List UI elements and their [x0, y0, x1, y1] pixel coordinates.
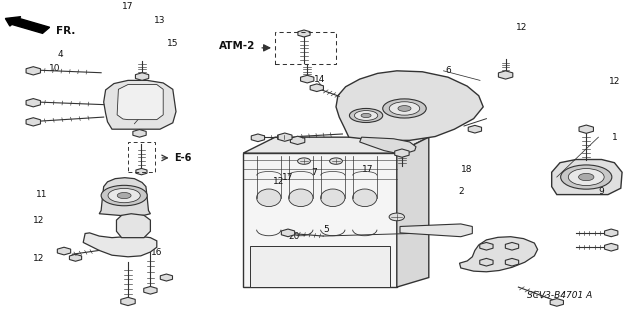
Polygon shape — [121, 297, 135, 306]
Polygon shape — [506, 242, 518, 250]
Text: 5: 5 — [324, 225, 329, 234]
Polygon shape — [116, 214, 150, 238]
Bar — [250, 246, 390, 287]
Text: 12: 12 — [609, 77, 620, 86]
Ellipse shape — [561, 165, 612, 189]
Text: 13: 13 — [154, 16, 166, 25]
Text: 17: 17 — [362, 165, 374, 174]
Text: 11: 11 — [36, 190, 47, 199]
Ellipse shape — [321, 189, 345, 207]
Polygon shape — [605, 243, 618, 251]
Text: 7: 7 — [311, 168, 316, 177]
Polygon shape — [136, 168, 147, 175]
Polygon shape — [252, 134, 264, 142]
Text: 16: 16 — [151, 248, 163, 256]
Polygon shape — [26, 99, 40, 107]
Text: 17: 17 — [282, 173, 294, 182]
Bar — [275, 32, 336, 64]
Polygon shape — [278, 133, 292, 141]
Polygon shape — [400, 224, 472, 237]
Text: 19: 19 — [516, 248, 527, 256]
Bar — [128, 142, 155, 172]
Polygon shape — [480, 242, 493, 250]
Polygon shape — [26, 67, 40, 75]
Ellipse shape — [568, 168, 604, 186]
Ellipse shape — [353, 189, 377, 207]
Ellipse shape — [349, 108, 383, 122]
Polygon shape — [397, 137, 429, 287]
Polygon shape — [298, 30, 310, 37]
Text: 8: 8 — [125, 193, 131, 202]
Ellipse shape — [289, 189, 313, 207]
Text: 12: 12 — [33, 216, 44, 225]
Text: 1: 1 — [612, 133, 617, 142]
Polygon shape — [310, 84, 323, 92]
Text: FR.: FR. — [56, 26, 76, 36]
Ellipse shape — [389, 102, 420, 115]
Text: 6: 6 — [445, 66, 451, 75]
Polygon shape — [160, 274, 173, 281]
Polygon shape — [301, 75, 314, 83]
Ellipse shape — [101, 185, 147, 206]
Polygon shape — [291, 136, 305, 145]
Polygon shape — [579, 125, 593, 133]
Polygon shape — [243, 137, 429, 153]
Text: 18: 18 — [461, 165, 473, 174]
Text: 17: 17 — [122, 2, 134, 11]
Ellipse shape — [108, 189, 140, 203]
Polygon shape — [26, 118, 40, 126]
Text: 4: 4 — [58, 50, 63, 59]
Polygon shape — [69, 254, 82, 261]
Polygon shape — [133, 130, 146, 137]
Polygon shape — [460, 237, 538, 272]
Ellipse shape — [398, 106, 411, 111]
Ellipse shape — [361, 113, 371, 118]
Text: 3: 3 — [145, 110, 150, 119]
Text: SCV3-B4701 A: SCV3-B4701 A — [527, 291, 593, 300]
Polygon shape — [480, 258, 493, 266]
Polygon shape — [117, 85, 163, 120]
Text: 10: 10 — [49, 64, 60, 73]
Text: ATM-2: ATM-2 — [219, 41, 255, 51]
Text: 12: 12 — [273, 177, 284, 186]
Circle shape — [298, 158, 310, 164]
FancyArrow shape — [5, 17, 50, 33]
Text: E-6: E-6 — [174, 153, 191, 163]
Polygon shape — [136, 73, 148, 80]
Polygon shape — [282, 229, 294, 237]
Polygon shape — [336, 71, 483, 140]
Polygon shape — [104, 80, 176, 129]
Polygon shape — [605, 229, 618, 237]
Ellipse shape — [257, 189, 281, 207]
Text: 14: 14 — [314, 75, 326, 84]
Polygon shape — [99, 178, 150, 216]
Polygon shape — [552, 160, 622, 195]
Text: 2: 2 — [458, 187, 463, 196]
Polygon shape — [243, 153, 397, 287]
Text: 12: 12 — [516, 23, 527, 32]
Ellipse shape — [117, 192, 131, 199]
Polygon shape — [550, 299, 563, 306]
Circle shape — [330, 158, 342, 164]
Ellipse shape — [579, 174, 594, 181]
Polygon shape — [468, 125, 481, 133]
Polygon shape — [506, 258, 518, 266]
Polygon shape — [499, 71, 513, 79]
Text: 15: 15 — [167, 39, 179, 48]
Ellipse shape — [355, 111, 378, 120]
Polygon shape — [144, 286, 157, 294]
Circle shape — [389, 213, 404, 221]
Text: 9: 9 — [599, 187, 604, 196]
Polygon shape — [83, 233, 157, 257]
Ellipse shape — [383, 99, 426, 118]
Polygon shape — [395, 149, 409, 157]
Polygon shape — [58, 247, 70, 255]
Text: 12: 12 — [33, 254, 44, 263]
Polygon shape — [360, 137, 416, 153]
Text: 20: 20 — [289, 232, 300, 241]
